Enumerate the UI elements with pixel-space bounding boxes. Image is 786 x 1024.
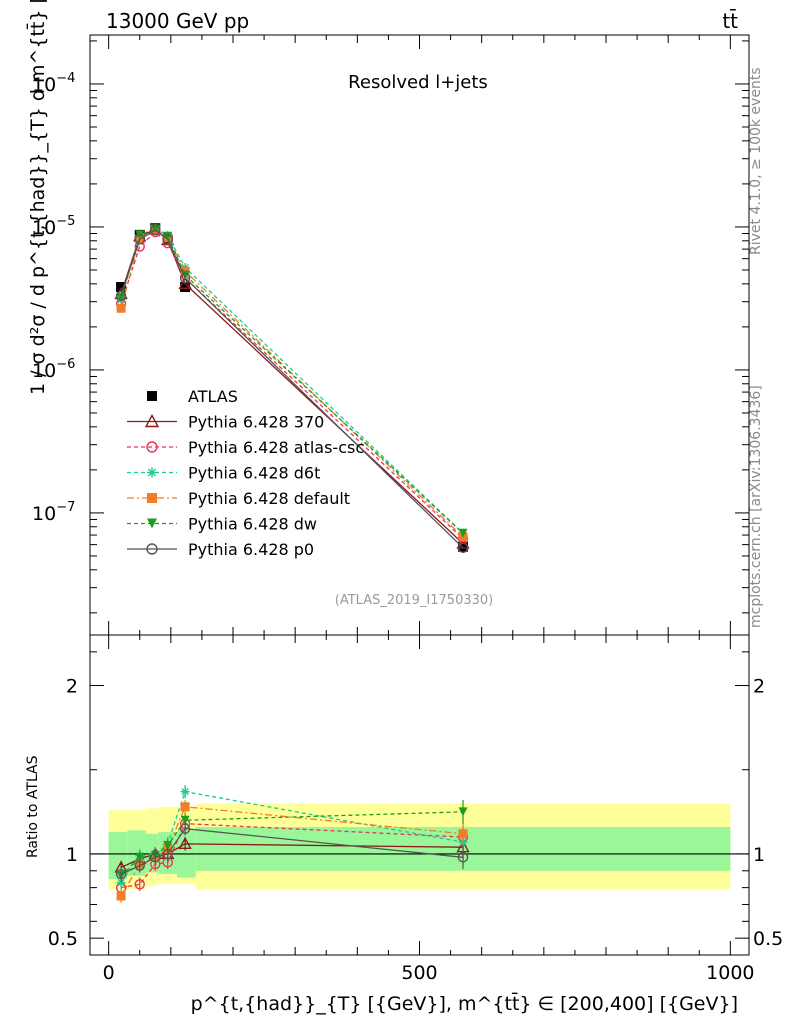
marker-triangle-down	[458, 807, 468, 817]
marker-triangle	[178, 276, 192, 290]
series-line-ratio	[120, 811, 464, 877]
marker-triangle	[178, 836, 192, 850]
legend-label: Pythia 6.428 atlas-csc	[188, 438, 364, 457]
process-label: tt̄	[722, 8, 738, 33]
main-tick-exponent: −7	[56, 500, 75, 515]
energy-label: 13000 GeV pp	[106, 9, 249, 33]
marker-square	[116, 303, 126, 313]
ratio-tick-label-right: 0.5	[753, 928, 783, 950]
y-axis-title-main: 1 / σ d²σ / d p^{t,{had}}_{T} d m^{tt̄} …	[25, 0, 49, 395]
main-tick-label: 10−7	[32, 500, 75, 525]
main-tick-label: 10−4	[32, 71, 75, 96]
marker-square	[458, 829, 468, 839]
marker-circle	[134, 860, 145, 871]
series-line-ratio	[120, 822, 464, 889]
legend-label: Pythia 6.428 p0	[188, 540, 314, 559]
marker-circle	[162, 848, 173, 860]
legend-label: ATLAS	[188, 387, 238, 406]
marker-square	[180, 282, 191, 293]
main-tick-exponent: −5	[56, 214, 75, 229]
x-tick-label: 500	[401, 962, 437, 984]
analysis-id: (ATLAS_2019_I1750330)	[335, 593, 493, 608]
mcplots-label: mcplots.cern.ch [arXiv:1306.3436]	[748, 385, 764, 628]
series-line-ratio	[120, 790, 464, 883]
ratio-tick-label: 1	[66, 844, 78, 866]
marker-triangle-down	[458, 528, 468, 538]
marker-circle	[115, 868, 127, 880]
main-y-ticks: 10−4 10−5 10−6 10−7	[32, 40, 749, 614]
legend-label: Pythia 6.428 dw	[188, 515, 317, 534]
legend-label: Pythia 6.428 default	[188, 489, 350, 508]
ratio-y-ticks: 2 2 1 1 0.5 0.5	[48, 651, 783, 950]
marker-circle	[150, 852, 161, 863]
marker-square	[180, 802, 190, 812]
marker-circle	[115, 290, 127, 301]
marker-circle	[146, 441, 158, 453]
marker-triangle-down	[147, 518, 157, 529]
marker-triangle-down	[116, 293, 126, 303]
legend: ATLAS Pythia 6.428 370 Pythia 6.428 atlas-…	[127, 387, 364, 559]
x-axis-title: p^{t,{had}}_{T} [{GeV}], m^{tt̄} ∈ [200,…	[191, 991, 738, 1015]
main-tick-label: 10−6	[32, 357, 75, 382]
ratio-tick-label-right: 1	[753, 844, 765, 866]
panel-title: Resolved l+jets	[348, 72, 488, 93]
marker-triangle-down	[163, 231, 173, 241]
legend-label: Pythia 6.428 370	[188, 413, 324, 432]
ratio-frame	[89, 634, 750, 956]
ratio-plot-panel: 2 2 1 1 0.5 0.5	[48, 634, 783, 956]
series-line-main	[120, 227, 464, 534]
marker-circle	[150, 224, 161, 236]
marker-circle	[179, 272, 191, 284]
marker-square	[116, 891, 126, 901]
marker-square	[147, 391, 157, 401]
series-line-ratio	[120, 827, 464, 875]
marker-triangle-down	[135, 852, 145, 862]
main-tick-exponent: −6	[56, 357, 75, 372]
marker-circle	[457, 852, 469, 863]
main-plot-panel: 10−4 10−5 10−6 10−7 ATLAS Pythia 6.428 370 Py…	[32, 34, 750, 636]
series-line-main	[120, 231, 464, 540]
marker-circle	[162, 234, 173, 245]
ratio-tick-label-right: 2	[753, 676, 765, 698]
marker-circle	[134, 879, 145, 890]
marker-asterisk	[147, 467, 157, 478]
main-series-layer	[114, 222, 470, 554]
marker-circle	[146, 543, 158, 555]
main-tick-exponent: −4	[56, 71, 75, 86]
x-tick-label: 0	[103, 962, 115, 984]
y-axis-title-ratio: Ratio to ATLAS	[25, 755, 41, 858]
legend-label: Pythia 6.428 d6t	[188, 464, 320, 483]
main-tick-label: 10−5	[32, 214, 75, 239]
series-line-main	[120, 228, 464, 538]
marker-square	[458, 541, 469, 552]
marker-square	[147, 493, 157, 503]
marker-circle	[179, 823, 191, 834]
series-line-main	[120, 229, 464, 549]
x-tick-label: 1000	[706, 962, 754, 984]
x-axis-ticks: 0 500 1000	[103, 35, 755, 984]
ratio-tick-label: 2	[66, 676, 78, 698]
ratio-series-layer	[114, 784, 470, 903]
marker-asterisk	[180, 787, 190, 797]
marker-asterisk	[116, 878, 126, 888]
ratio-tick-label: 0.5	[48, 928, 78, 950]
rivet-version-label: Rivet 4.1.0, ≥ 100k events	[748, 67, 764, 255]
marker-circle	[457, 542, 469, 554]
marker-triangle-down	[180, 815, 190, 825]
marker-triangle	[144, 414, 160, 428]
marker-circle	[134, 234, 145, 245]
marker-triangle-down	[163, 841, 173, 851]
